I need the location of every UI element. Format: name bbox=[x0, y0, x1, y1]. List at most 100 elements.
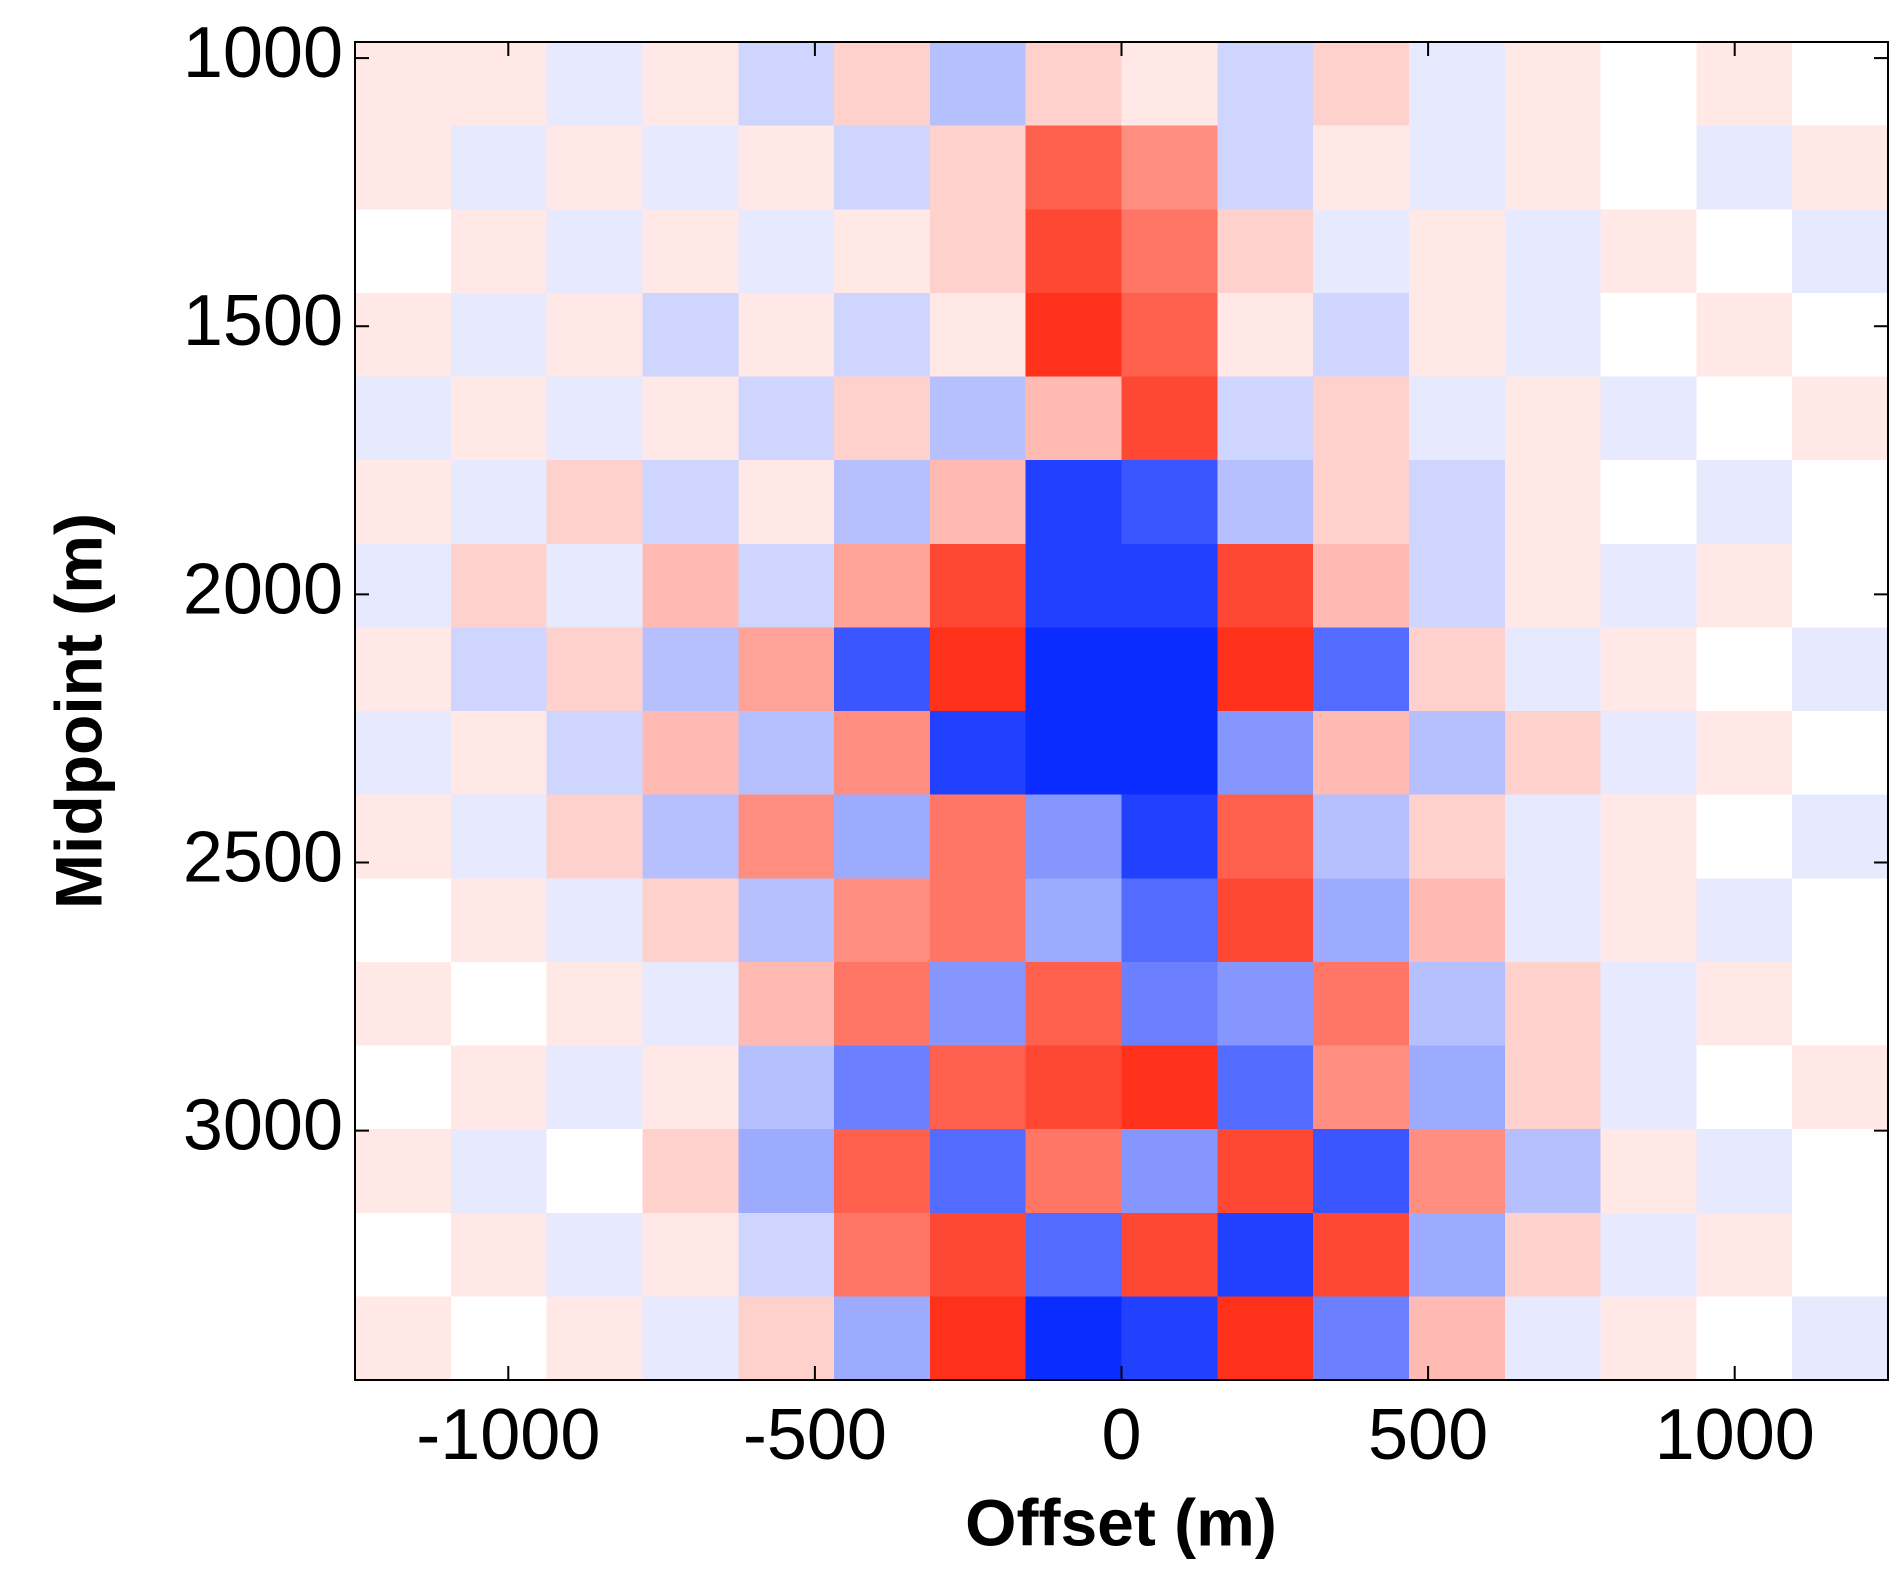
heatmap-cell bbox=[642, 794, 739, 879]
heatmap-cell bbox=[1600, 1045, 1697, 1130]
heatmap-cell bbox=[1504, 878, 1602, 963]
heatmap-cell bbox=[1217, 1296, 1314, 1381]
heatmap-cell bbox=[1696, 1129, 1793, 1214]
heatmap-cell bbox=[1792, 460, 1889, 545]
heatmap-cell bbox=[546, 878, 644, 963]
heatmap-cell bbox=[1217, 543, 1314, 628]
heatmap-cell bbox=[1025, 292, 1123, 378]
heatmap-cell bbox=[1121, 961, 1218, 1047]
heatmap-cell bbox=[1600, 961, 1697, 1047]
heatmap-cell bbox=[1792, 961, 1889, 1047]
heatmap-cell bbox=[1217, 794, 1314, 879]
heatmap-cell bbox=[834, 1129, 931, 1214]
heatmap-cell bbox=[546, 125, 644, 210]
heatmap-cell bbox=[355, 878, 452, 963]
heatmap-cell bbox=[738, 794, 835, 879]
heatmap-cell bbox=[1600, 1212, 1697, 1297]
heatmap-cell bbox=[738, 460, 835, 545]
y-tick-label: 3000 bbox=[183, 1086, 343, 1166]
heatmap-cell bbox=[546, 460, 644, 545]
heatmap-cell bbox=[1408, 627, 1506, 712]
heatmap-cell bbox=[929, 878, 1027, 963]
heatmap-cell bbox=[546, 794, 644, 879]
heatmap-cell bbox=[642, 125, 739, 210]
heatmap-cell bbox=[929, 627, 1027, 712]
heatmap-cell bbox=[1121, 460, 1218, 545]
heatmap-cell bbox=[642, 209, 739, 294]
heatmap-cell bbox=[738, 1045, 835, 1130]
heatmap-cell bbox=[1408, 460, 1506, 545]
heatmap-cell bbox=[1792, 711, 1889, 796]
heatmap-cell bbox=[738, 961, 835, 1047]
heatmap-cell bbox=[1313, 878, 1410, 963]
heatmap-cell bbox=[1121, 1212, 1218, 1297]
heatmap bbox=[355, 42, 1889, 1381]
heatmap-cell bbox=[834, 376, 931, 461]
heatmap-cell bbox=[1217, 209, 1314, 294]
heatmap-cell bbox=[929, 711, 1027, 796]
heatmap-cell bbox=[1313, 961, 1410, 1047]
heatmap-cell bbox=[834, 42, 931, 127]
heatmap-cell bbox=[1696, 961, 1793, 1047]
heatmap-cell bbox=[834, 292, 931, 378]
heatmap-cell bbox=[546, 1129, 644, 1214]
heatmap-cell bbox=[1408, 1045, 1506, 1130]
heatmap-cell bbox=[738, 209, 835, 294]
heatmap-cell bbox=[1121, 292, 1218, 378]
y-axis-label: Midpoint (m) bbox=[41, 513, 115, 909]
heatmap-cell bbox=[642, 42, 739, 127]
heatmap-cell bbox=[1792, 1045, 1889, 1130]
heatmap-cell bbox=[546, 627, 644, 712]
heatmap-cell bbox=[1313, 543, 1410, 628]
heatmap-cell bbox=[450, 711, 548, 796]
heatmap-cell bbox=[642, 1296, 739, 1381]
heatmap-cell bbox=[1504, 42, 1602, 127]
heatmap-cell bbox=[355, 460, 452, 545]
heatmap-cell bbox=[738, 1296, 835, 1381]
heatmap-cell bbox=[355, 1212, 452, 1297]
heatmap-cell bbox=[450, 376, 548, 461]
heatmap-cell bbox=[1600, 878, 1697, 963]
heatmap-cell bbox=[1696, 376, 1793, 461]
heatmap-cell bbox=[642, 1045, 739, 1130]
heatmap-cell bbox=[1121, 209, 1218, 294]
heatmap-cell bbox=[1696, 627, 1793, 712]
heatmap-cell bbox=[1217, 961, 1314, 1047]
heatmap-cell bbox=[1025, 961, 1123, 1047]
heatmap-cell bbox=[1408, 711, 1506, 796]
heatmap-cell bbox=[1313, 460, 1410, 545]
heatmap-cell bbox=[738, 125, 835, 210]
heatmap-cell bbox=[1600, 794, 1697, 879]
x-tick-label: 500 bbox=[1368, 1395, 1488, 1475]
heatmap-cell bbox=[642, 376, 739, 461]
heatmap-cell bbox=[1025, 1296, 1123, 1381]
heatmap-cell bbox=[355, 1129, 452, 1214]
heatmap-cell bbox=[1792, 1129, 1889, 1214]
heatmap-cell bbox=[546, 711, 644, 796]
heatmap-cell bbox=[738, 878, 835, 963]
heatmap-cell bbox=[929, 1212, 1027, 1297]
y-tick-label: 1000 bbox=[183, 13, 343, 93]
heatmap-cell bbox=[1600, 209, 1697, 294]
heatmap-cell bbox=[546, 292, 644, 378]
heatmap-cell bbox=[1696, 1212, 1793, 1297]
heatmap-cell bbox=[929, 42, 1027, 127]
heatmap-cell bbox=[834, 125, 931, 210]
heatmap-cell bbox=[642, 961, 739, 1047]
heatmap-cell bbox=[355, 209, 452, 294]
heatmap-cell bbox=[929, 543, 1027, 628]
heatmap-cell bbox=[546, 1045, 644, 1130]
heatmap-cell bbox=[450, 961, 548, 1047]
heatmap-cell bbox=[1504, 376, 1602, 461]
heatmap-cell bbox=[1504, 460, 1602, 545]
heatmap-cell bbox=[834, 1296, 931, 1381]
heatmap-cell bbox=[738, 627, 835, 712]
heatmap-cell bbox=[1792, 794, 1889, 879]
heatmap-cell bbox=[1121, 794, 1218, 879]
heatmap-cell bbox=[450, 209, 548, 294]
heatmap-cell bbox=[1600, 1296, 1697, 1381]
heatmap-cell bbox=[929, 1296, 1027, 1381]
heatmap-cell bbox=[1025, 1129, 1123, 1214]
heatmap-cell bbox=[1025, 376, 1123, 461]
